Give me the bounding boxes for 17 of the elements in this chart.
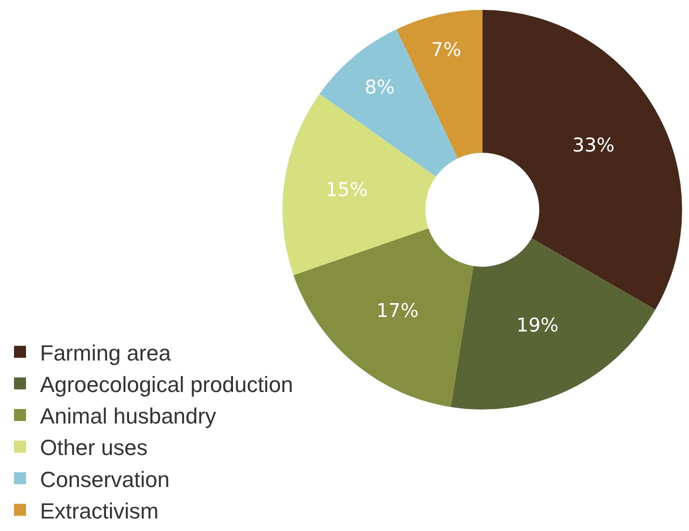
legend-label: Agroecological production bbox=[40, 372, 294, 397]
legend-label: Farming area bbox=[40, 340, 172, 366]
data-label: 33% bbox=[572, 134, 615, 157]
data-label: 19% bbox=[516, 314, 559, 337]
legend-label: Other uses bbox=[40, 435, 148, 460]
donut-slice bbox=[450, 238, 656, 410]
donut-slice bbox=[293, 228, 474, 408]
legend-label: Conservation bbox=[40, 466, 170, 492]
donut-slice bbox=[282, 94, 436, 276]
data-label: 7% bbox=[431, 39, 462, 62]
legend-label: Animal husbandry bbox=[40, 404, 216, 429]
data-label: 17% bbox=[376, 300, 419, 322]
data-label: 8% bbox=[364, 76, 395, 98]
data-label: 15% bbox=[326, 179, 368, 202]
donut-slice bbox=[396, 10, 482, 158]
legend-label: Extractivism bbox=[40, 498, 159, 524]
donut-slice bbox=[482, 10, 682, 310]
